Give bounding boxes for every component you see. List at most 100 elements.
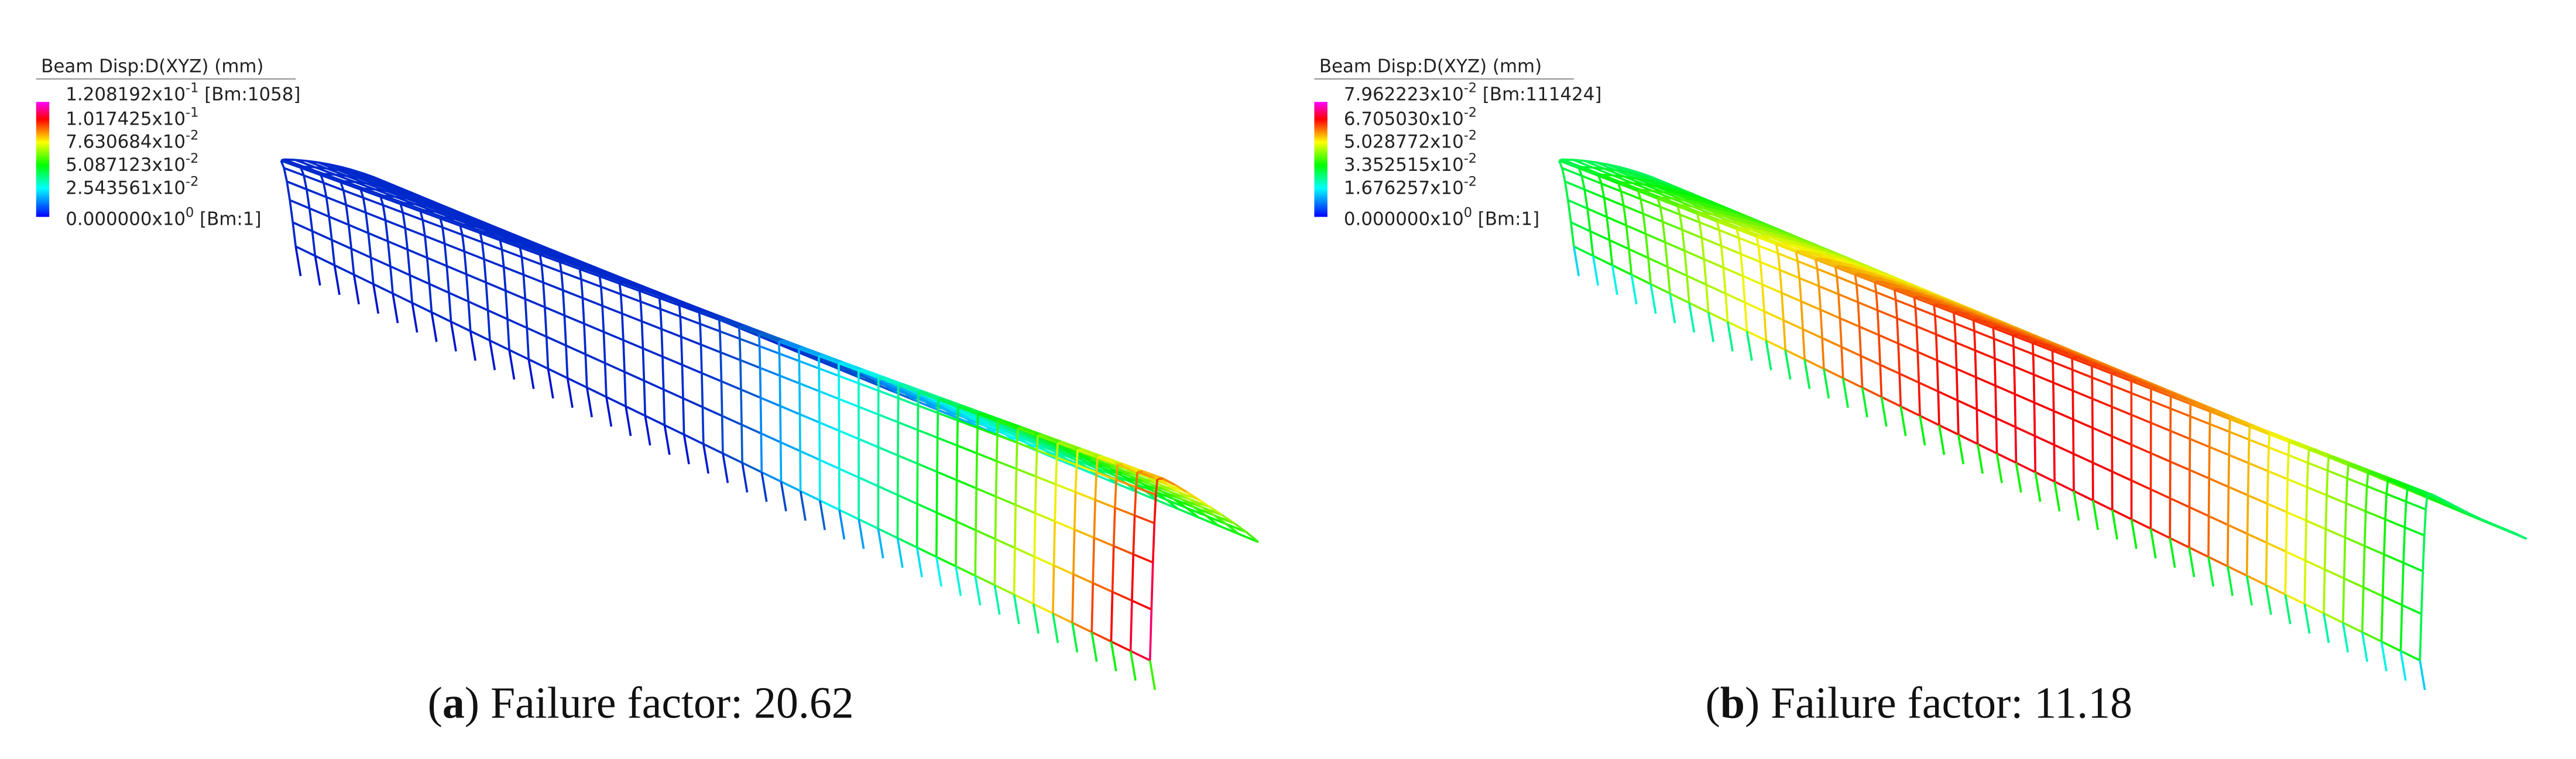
beam <box>1815 258 1836 269</box>
beam <box>1640 198 1661 208</box>
beam <box>443 216 464 226</box>
beam <box>334 264 355 276</box>
support <box>1630 274 1638 305</box>
beam <box>1759 262 1764 285</box>
beam <box>661 328 682 338</box>
beam <box>1017 441 1038 451</box>
support <box>372 284 380 314</box>
beam <box>1916 352 1920 383</box>
beam <box>721 415 742 426</box>
beam <box>320 174 341 184</box>
support <box>1957 434 1965 465</box>
beam <box>289 200 294 223</box>
beam <box>1062 441 1083 451</box>
beam <box>1013 548 1016 595</box>
beam <box>1708 311 1728 323</box>
beam <box>1093 500 1097 538</box>
beam <box>1072 529 1076 575</box>
label-mantissa: 5.028772x10 <box>1344 132 1464 153</box>
beam <box>303 166 324 175</box>
beam <box>2012 335 2015 347</box>
legend-label: 7.630684x10-2 <box>66 128 198 153</box>
beam <box>544 306 565 317</box>
beam <box>2308 448 2330 458</box>
beam <box>582 297 603 307</box>
beam <box>1894 289 1915 299</box>
beam <box>1625 225 1630 249</box>
beam <box>936 438 939 472</box>
beam <box>918 391 939 401</box>
beam <box>1879 365 1883 397</box>
beam <box>1580 176 1586 190</box>
beam <box>2342 621 2363 633</box>
beam <box>1775 243 1796 253</box>
label-mantissa: 3.352515x10 <box>1344 154 1464 176</box>
beam <box>2285 512 2288 552</box>
beam <box>1601 182 1622 193</box>
beam <box>286 181 291 201</box>
beam <box>2268 470 2289 480</box>
beam <box>579 268 601 278</box>
beam <box>1857 302 1861 327</box>
beam <box>720 381 723 416</box>
beam <box>1222 514 1236 525</box>
beam <box>1559 159 1580 170</box>
beam <box>1759 260 1781 272</box>
beam <box>2491 523 2504 530</box>
beam <box>325 196 347 206</box>
beam <box>2344 536 2365 547</box>
beam <box>1570 221 1591 232</box>
beam <box>1997 326 2018 336</box>
support <box>352 274 360 305</box>
beam <box>427 256 447 267</box>
beam <box>428 283 450 294</box>
beam <box>2150 527 2171 540</box>
beam <box>1679 214 1683 230</box>
beam <box>2170 407 2191 418</box>
beam <box>450 321 471 332</box>
beam <box>1722 267 1727 294</box>
beam <box>1857 301 1878 311</box>
beam <box>1662 221 1683 231</box>
beam <box>603 274 624 284</box>
beam <box>1573 245 1594 257</box>
beam <box>489 339 510 351</box>
support <box>1573 246 1580 276</box>
beam <box>325 197 331 217</box>
beam <box>898 397 919 407</box>
beam <box>2032 354 2035 375</box>
panel: Beam Disp:D(XYZ) (mm)7.962223x10-2 [Bm:1… <box>1314 56 2527 691</box>
beam <box>2307 462 2328 472</box>
beam <box>1936 333 1956 344</box>
beam <box>2207 478 2211 516</box>
beam <box>1918 382 1939 393</box>
support <box>644 415 651 446</box>
beam <box>347 225 353 249</box>
support <box>799 490 807 521</box>
beam <box>977 413 999 423</box>
support <box>2188 547 2196 578</box>
beam <box>524 298 546 308</box>
beam <box>1898 342 1919 353</box>
beam <box>601 286 622 296</box>
beam <box>643 380 647 416</box>
beam <box>2323 529 2327 570</box>
beam <box>523 273 544 284</box>
beam <box>2032 375 2036 403</box>
beam <box>778 352 800 362</box>
beam <box>738 327 741 339</box>
beam <box>1683 250 1688 276</box>
beam <box>603 331 624 341</box>
beam <box>1802 328 1823 339</box>
beam <box>311 231 317 256</box>
support <box>1707 312 1715 342</box>
beam <box>680 336 684 365</box>
beam <box>2385 480 2389 494</box>
support <box>935 557 943 587</box>
beam <box>660 308 681 318</box>
beam <box>994 584 1015 596</box>
beam <box>2012 334 2033 345</box>
caption-text: ) Failure factor: 20.62 <box>465 679 854 728</box>
beam <box>760 432 781 444</box>
